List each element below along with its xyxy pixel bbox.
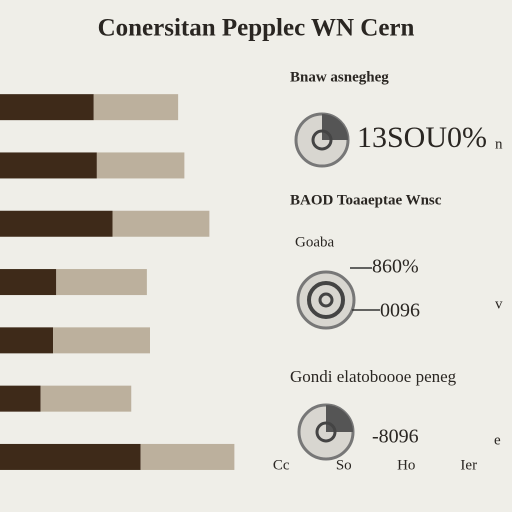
gauge-icon: [294, 112, 350, 168]
gauge-icon: [296, 267, 380, 330]
bar-segment: [140, 443, 235, 470]
bar-segment: [0, 385, 41, 412]
annotation: 860%: [372, 256, 419, 278]
bar-segment: [0, 94, 94, 121]
bar-segment: [40, 385, 132, 412]
annotation: v: [495, 296, 503, 312]
x-tick-label: Cc: [273, 457, 290, 473]
gauge-icon: [297, 403, 355, 461]
bar-segment: [56, 269, 147, 296]
x-tick-label: Ier: [460, 457, 477, 473]
bar-segment: [96, 152, 185, 179]
annotation: Goaba: [295, 234, 334, 250]
annotation: 0096: [380, 300, 420, 322]
chart-title: Conersitan Pepplec WN Cern: [98, 15, 415, 42]
bar-segment: [53, 327, 150, 354]
bar-segment: [0, 443, 141, 470]
bar-segment: [0, 210, 113, 237]
annotation: Bnaw asnegheg: [290, 69, 389, 85]
annotation: n: [495, 136, 503, 152]
annotation: e: [494, 432, 501, 448]
annotation: -8096: [372, 426, 419, 448]
bar-segment: [93, 94, 179, 121]
bar-segment: [0, 152, 97, 179]
bar-segment: [0, 269, 57, 296]
x-tick-label: Ho: [397, 457, 415, 473]
bar-segment: [0, 327, 54, 354]
annotation: 13SOU0%: [357, 121, 487, 154]
annotation: BAOD Toaaeptae Wnsc: [290, 192, 442, 208]
bar-segment: [112, 210, 210, 237]
annotation: Gondi elatoboooe peneg: [290, 367, 457, 386]
x-tick-label: So: [336, 457, 352, 473]
